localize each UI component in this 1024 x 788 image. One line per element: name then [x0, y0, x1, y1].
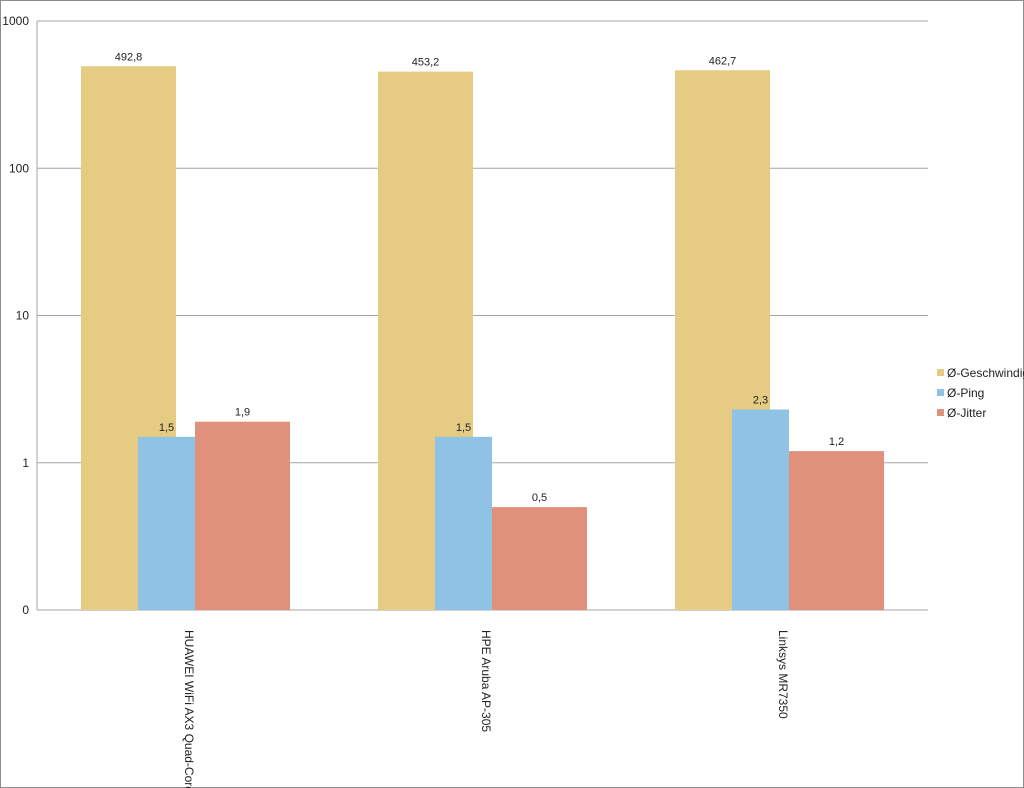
- legend-swatch: [937, 409, 944, 416]
- data-label: 1,9: [235, 407, 250, 419]
- data-label: 1,5: [159, 422, 174, 434]
- y-tick-label: 10: [16, 309, 30, 323]
- data-label: 462,7: [709, 55, 737, 67]
- legend-label: Ø-Jitter: [947, 406, 986, 420]
- legend-swatch: [937, 389, 944, 396]
- data-label: 0,5: [532, 492, 547, 504]
- bar: [732, 409, 789, 610]
- category-label: HPE Aruba AP-305: [479, 630, 493, 732]
- data-label: 492,8: [115, 51, 143, 63]
- bar: [195, 421, 290, 610]
- y-tick-label: 1000: [2, 14, 29, 28]
- y-tick-label: 0: [22, 603, 29, 617]
- y-tick-label: 100: [9, 161, 29, 175]
- data-label: 453,2: [412, 57, 440, 69]
- bar: [435, 436, 492, 610]
- legend-swatch: [937, 369, 944, 376]
- category-label: Linksys MR7350: [776, 630, 790, 719]
- bar: [789, 451, 884, 610]
- y-tick-label: 1: [22, 456, 29, 470]
- data-label: 2,3: [753, 394, 768, 406]
- category-label: HUAWEI WiFi AX3 Quad-Core: [182, 630, 196, 788]
- legend-label: Ø-Ping: [947, 386, 984, 400]
- bar: [492, 507, 587, 610]
- legend-label: Ø-Geschwindigkeit: [947, 366, 1024, 380]
- data-label: 1,5: [456, 422, 471, 434]
- data-label: 1,2: [829, 436, 844, 448]
- bar: [138, 436, 195, 610]
